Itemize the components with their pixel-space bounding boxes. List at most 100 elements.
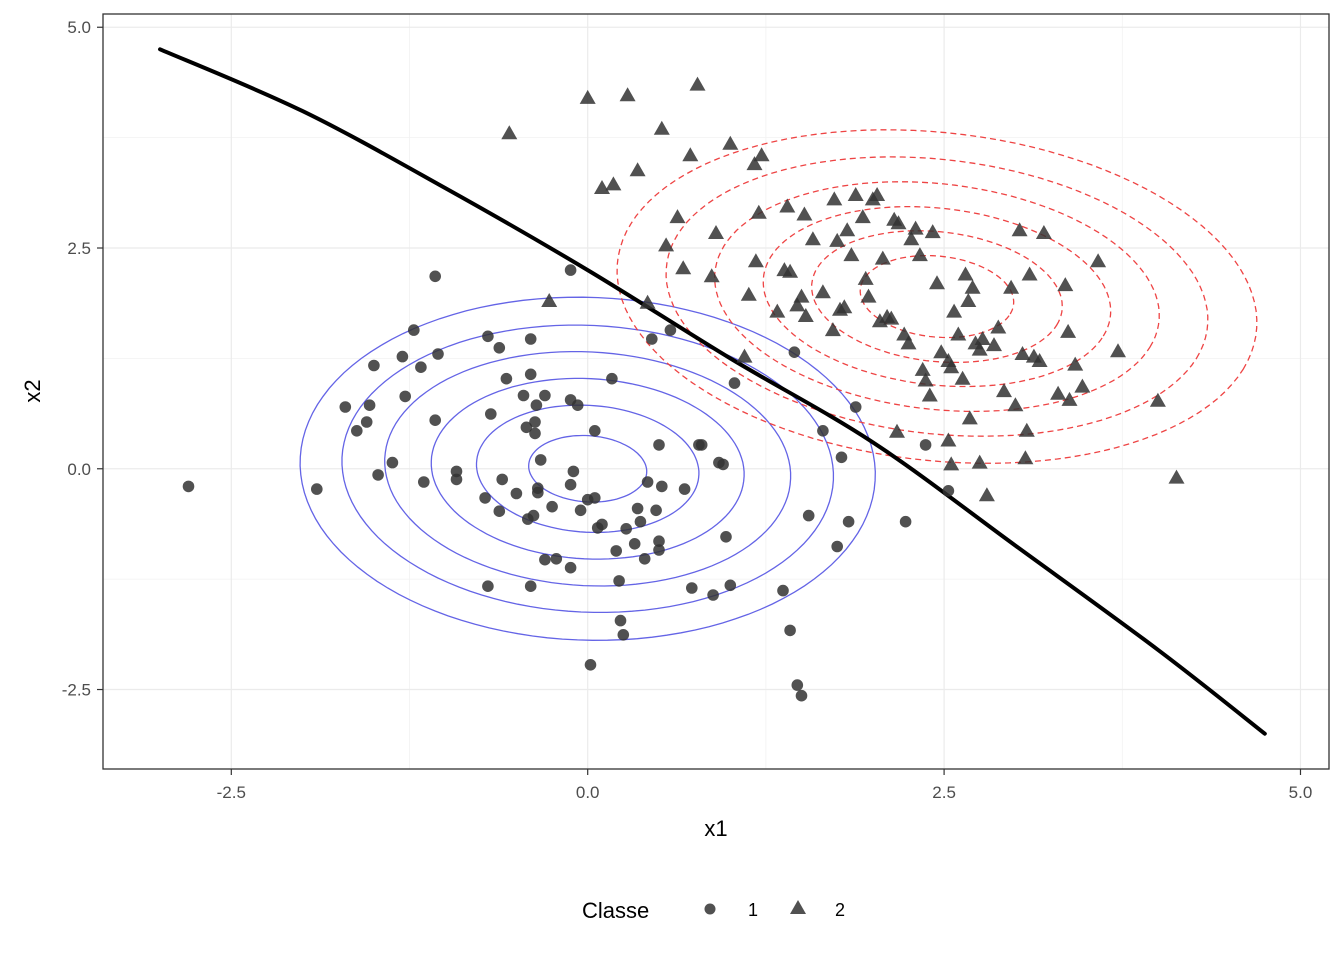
point-class-1 (396, 350, 409, 363)
point-class-1 (664, 324, 677, 336)
point-class-1 (363, 399, 376, 412)
point-class-1 (641, 476, 654, 488)
point-class-2 (836, 299, 853, 314)
point-class-2 (746, 156, 763, 171)
point-class-2 (829, 232, 846, 247)
point-class-1 (678, 483, 691, 495)
point-class-2 (789, 297, 806, 312)
y-tick-label: -2.5 (62, 681, 91, 700)
point-class-1 (717, 458, 729, 471)
point-class-2 (1168, 469, 1185, 484)
point-class-1 (596, 518, 608, 531)
point-class-1 (429, 270, 442, 283)
point-class-1 (567, 465, 580, 478)
point-class-1 (653, 535, 665, 547)
point-class-1 (534, 454, 547, 466)
point-class-1 (835, 451, 848, 464)
point-class-2 (961, 410, 978, 425)
point-class-2 (1057, 277, 1074, 292)
point-class-1 (707, 589, 719, 601)
point-class-1 (720, 531, 732, 543)
point-class-1 (831, 540, 843, 553)
point-class-1 (791, 679, 804, 691)
point-class-2 (750, 204, 767, 219)
point-class-1 (574, 504, 587, 517)
contour-class-2 (811, 230, 1063, 364)
y-tick-label: 5.0 (67, 18, 91, 37)
point-class-2 (779, 198, 796, 213)
point-class-2 (689, 76, 706, 91)
point-class-2 (804, 231, 821, 246)
point-class-2 (1031, 353, 1048, 367)
point-class-1 (849, 401, 862, 413)
point-class-2 (653, 120, 670, 135)
point-class-1 (842, 515, 855, 528)
point-class-2 (869, 187, 886, 201)
point-class-1 (408, 324, 420, 336)
point-class-2 (839, 222, 856, 237)
point-class-1 (482, 580, 494, 592)
point-class-1 (418, 476, 430, 488)
point-class-1 (942, 485, 955, 497)
point-class-1 (606, 372, 618, 385)
point-class-1 (724, 579, 737, 592)
point-class-2 (857, 270, 874, 285)
point-class-1 (351, 425, 363, 437)
point-class-2 (950, 326, 967, 341)
point-class-2 (639, 294, 656, 309)
legend-key-triangle (790, 900, 806, 914)
point-class-1 (432, 348, 444, 360)
point-class-1 (617, 629, 630, 641)
point-class-2 (933, 344, 950, 359)
point-class-2 (619, 87, 636, 102)
point-class-2 (843, 247, 860, 262)
point-class-2 (964, 279, 981, 294)
point-class-1 (564, 478, 577, 491)
contour-class-2 (616, 129, 1258, 464)
point-class-2 (874, 250, 891, 265)
point-class-1 (493, 505, 506, 517)
point-class-1 (182, 480, 195, 493)
contour-class-2 (665, 156, 1209, 437)
point-class-2 (675, 260, 692, 275)
point-class-2 (793, 288, 810, 303)
point-class-1 (450, 473, 463, 486)
contour-class-2 (714, 181, 1160, 413)
x-axis-ticks: -2.5 0.0 2.5 5.0 (217, 769, 1313, 802)
point-class-1 (539, 389, 551, 402)
legend-label-1: 1 (748, 900, 758, 920)
point-class-2 (903, 231, 920, 246)
decision-boundary-line (158, 47, 1267, 736)
point-class-2 (579, 89, 596, 104)
point-class-1 (496, 473, 509, 486)
point-class-2 (1003, 279, 1020, 294)
point-class-1 (550, 553, 563, 565)
point-class-1 (631, 502, 644, 515)
point-class-2 (658, 237, 675, 252)
point-class-1 (360, 416, 373, 428)
x-tick-label: 5.0 (1289, 783, 1313, 802)
point-class-2 (605, 176, 622, 191)
y-tick-label: 0.0 (67, 460, 91, 479)
grid-minor (103, 14, 1329, 769)
contour-class-1 (430, 377, 745, 560)
point-class-1 (610, 545, 622, 557)
x-tick-label: -2.5 (217, 783, 246, 802)
point-class-2 (978, 487, 995, 502)
point-class-1 (646, 333, 658, 345)
panel-border (102, 13, 1330, 770)
y-axis-title: x2 (20, 379, 45, 402)
point-class-1 (628, 538, 641, 550)
point-class-1 (520, 421, 533, 434)
point-class-2 (854, 209, 871, 224)
point-class-1 (429, 414, 442, 427)
point-class-2 (911, 247, 928, 262)
point-class-2 (769, 303, 786, 318)
grid-major (103, 14, 1329, 769)
point-class-2 (929, 275, 945, 290)
contour-class-1 (299, 296, 876, 641)
point-class-1 (620, 523, 632, 535)
point-class-2 (890, 215, 907, 230)
point-class-1 (524, 368, 537, 381)
